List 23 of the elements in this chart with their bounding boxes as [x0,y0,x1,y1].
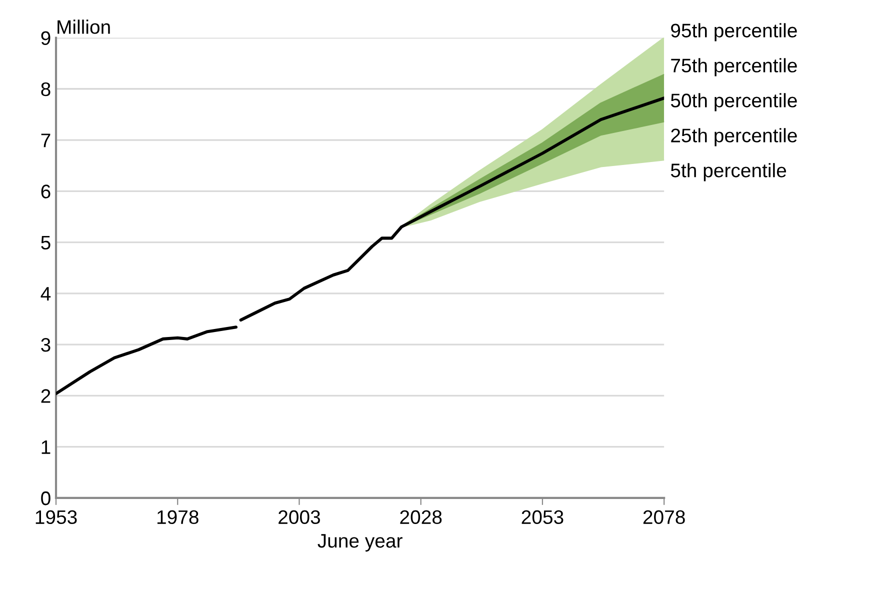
y-tick-label: 7 [41,134,50,148]
x-axis-title: June year [318,534,402,552]
y-tick-label: 0 [41,491,50,506]
y-tick-label: 5 [41,236,50,250]
series-label: 5th percentile [670,163,786,182]
x-tick-label: 2053 [522,510,564,524]
x-tick-label: 1978 [157,510,198,524]
y-tick-label: 2 [41,389,50,403]
x-tick-label: 2078 [643,510,685,524]
y-tick-label: 3 [41,338,50,352]
series-label: 25th percentile [671,128,797,146]
series-label: 50th percentile [670,93,797,112]
y-tick-label: 4 [40,287,51,300]
y-tick-label: 9 [41,31,50,45]
x-tick-label: 2028 [400,510,442,524]
y-axis-title: Million [58,20,110,34]
y-tick-label: 8 [41,82,50,96]
series-label: 95th percentile [671,23,797,42]
y-tick-label: 6 [41,184,50,198]
x-tick-label: 2003 [278,510,320,524]
x-tick-label: 1953 [36,510,77,524]
y-tick-label: 1 [42,440,50,454]
series-label: 75th percentile [671,58,797,76]
